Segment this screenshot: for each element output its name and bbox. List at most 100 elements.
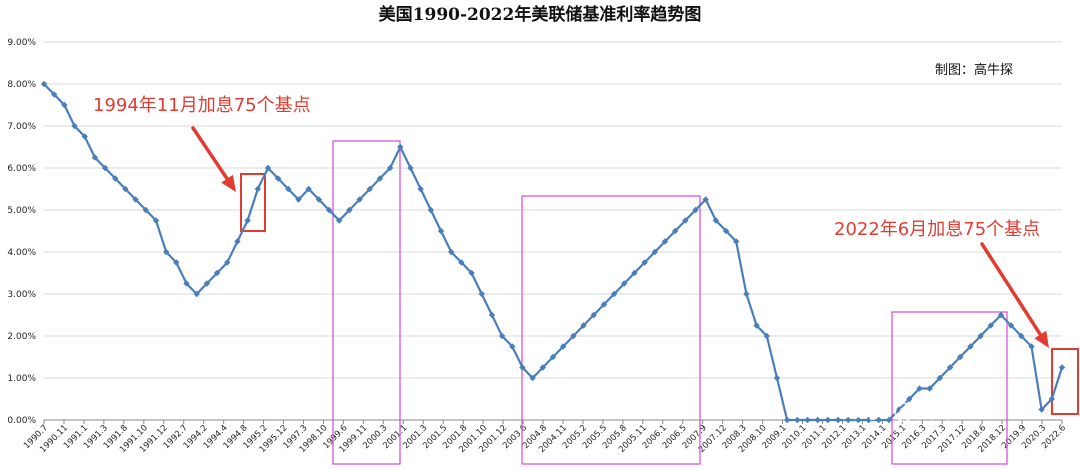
red-highlight-box: [1051, 348, 1079, 415]
data-point: [285, 185, 292, 193]
data-point: [203, 280, 211, 287]
data-point: [712, 217, 720, 224]
data-point: [397, 143, 404, 151]
data-point: [295, 196, 302, 203]
data-point: [977, 332, 984, 340]
data-point: [437, 227, 445, 235]
data-point: [1007, 322, 1015, 329]
arrow-head: [1034, 330, 1049, 348]
data-point: [142, 206, 149, 214]
y-tick-label: 6.00%: [7, 164, 36, 174]
data-point: [40, 80, 48, 88]
data-point: [692, 206, 699, 214]
data-point: [509, 343, 516, 350]
data-points: [40, 80, 1066, 424]
data-point: [967, 343, 974, 350]
data-point: [916, 385, 923, 392]
arrow-shaft: [980, 242, 1043, 337]
data-point: [71, 122, 78, 130]
data-point: [733, 238, 740, 245]
data-point: [621, 280, 628, 287]
data-point: [885, 416, 893, 424]
annotation-arrows: [191, 126, 1049, 348]
y-tick-label: 3.00%: [7, 290, 36, 300]
annotation-1994: 1994年11月加息75个基点: [93, 95, 311, 116]
data-point: [549, 353, 557, 361]
data-point: [610, 290, 618, 298]
data-point: [957, 353, 964, 361]
data-point: [356, 196, 363, 203]
data-point: [946, 364, 954, 371]
data-point: [651, 248, 658, 256]
arrow-head: [221, 174, 236, 192]
data-point: [682, 217, 689, 224]
chart-title: 美国1990-2022年美联储基准利率趋势图: [379, 4, 702, 25]
highlight-boxes: [240, 140, 1079, 465]
data-point: [671, 227, 679, 235]
y-tick-label: 5.00%: [7, 206, 36, 216]
y-axis-ticks: 0.00% 1.00% 2.00% 3.00% 4.00% 5.00% 6.00% 7.00%…: [7, 38, 36, 426]
data-point: [336, 217, 343, 224]
data-point: [895, 406, 903, 413]
data-point: [661, 238, 669, 245]
data-point: [1018, 332, 1025, 340]
watermark: 知乎 @高牛探: [842, 399, 981, 424]
y-tick-label: 7.00%: [7, 122, 36, 132]
data-point: [824, 416, 832, 424]
data-point: [794, 416, 801, 424]
data-point: [997, 311, 1005, 319]
data-point: [743, 290, 750, 298]
data-point: [600, 301, 608, 308]
data-point: [112, 175, 119, 182]
data-point: [448, 248, 455, 256]
red-highlight-box: [240, 173, 266, 232]
data-point: [91, 154, 99, 161]
data-point: [641, 259, 648, 266]
data-point: [498, 332, 506, 340]
y-tick-label: 9.00%: [7, 38, 36, 48]
data-point: [81, 133, 88, 140]
data-point: [488, 311, 496, 319]
data-point: [865, 416, 872, 424]
data-point: [274, 175, 282, 182]
data-point: [244, 217, 251, 224]
data-point: [570, 332, 577, 340]
data-point: [987, 322, 994, 329]
data-point: [305, 185, 312, 193]
data-point: [234, 238, 241, 245]
data-point: [1038, 406, 1045, 413]
y-tick-label: 2.00%: [7, 332, 36, 342]
data-point: [702, 196, 709, 203]
y-tick-label: 1.00%: [7, 374, 36, 384]
data-point: [132, 196, 139, 203]
data-point: [875, 416, 882, 424]
data-point: [834, 416, 842, 424]
data-point: [386, 164, 394, 172]
data-point: [264, 164, 272, 172]
data-point: [804, 416, 811, 424]
data-point: [468, 269, 475, 277]
data-point: [590, 311, 597, 319]
chart-credit: 制图：高牛探: [935, 62, 1013, 78]
data-point: [101, 164, 109, 172]
data-point: [783, 416, 791, 424]
magenta-highlight-box: [521, 195, 701, 465]
data-point: [559, 343, 567, 350]
annotation-2022: 2022年6月加息75个基点: [834, 219, 1040, 240]
data-point: [478, 290, 485, 298]
data-point: [1058, 364, 1066, 371]
y-tick-label: 0.00%: [7, 416, 36, 426]
data-point: [162, 248, 170, 256]
data-point: [845, 416, 852, 424]
data-point: [906, 395, 913, 403]
data-point: [315, 196, 323, 203]
data-point: [193, 290, 200, 298]
data-point: [814, 416, 821, 424]
data-point: [855, 416, 862, 424]
data-point: [763, 332, 770, 340]
data-point: [173, 259, 180, 266]
data-point: [224, 259, 231, 266]
data-point: [773, 374, 781, 382]
data-point: [407, 164, 414, 172]
